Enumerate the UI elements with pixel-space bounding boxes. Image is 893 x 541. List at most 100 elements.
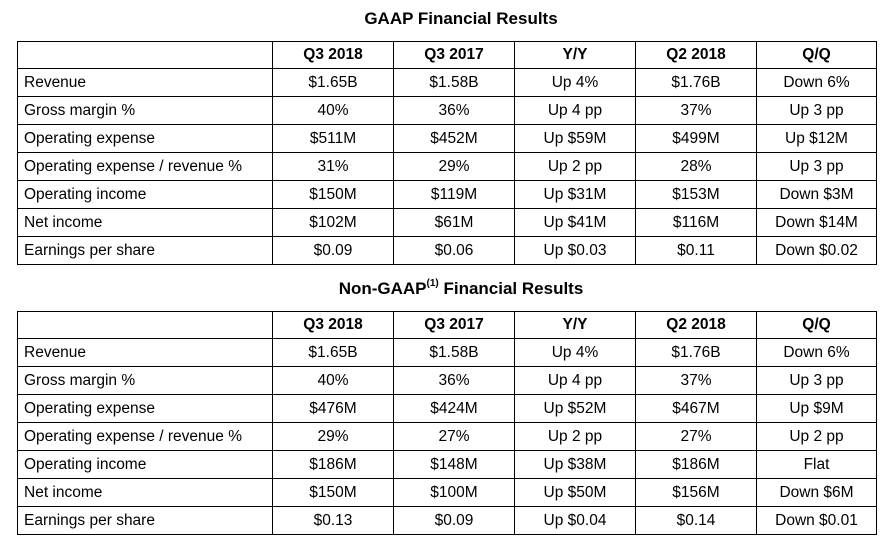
table-row: Operating expense $476M $424M Up $52M $467M U… (17, 394, 877, 423)
value-cell: $0.06 (393, 236, 515, 265)
value-cell: $0.14 (635, 506, 757, 535)
value-cell: Up 2 pp (514, 422, 636, 451)
table-row: Earnings per share $0.13 $0.09 Up $0.04 $0.1… (17, 506, 877, 535)
value-cell: $476M (272, 394, 394, 423)
value-cell: $61M (393, 208, 515, 237)
value-cell: $150M (272, 180, 394, 209)
metric-label: Operating expense (17, 124, 273, 153)
value-cell: Up 4 pp (514, 366, 636, 395)
value-cell: Up 3 pp (756, 366, 877, 395)
nongaap-table-title: Non-GAAP(1) Financial Results (0, 279, 893, 299)
value-cell: 36% (393, 366, 515, 395)
value-cell: $119M (393, 180, 515, 209)
table-row: Operating expense $511M $452M Up $59M $499M U… (17, 124, 877, 153)
value-cell: $100M (393, 478, 515, 507)
metric-label: Earnings per share (17, 506, 273, 535)
value-cell: Up $41M (514, 208, 636, 237)
header-cell: Q/Q (756, 41, 877, 69)
gaap-results-table: Q3 2018 Q3 2017 Y/Y Q2 2018 Q/Q Revenue $1.65… (17, 41, 877, 265)
header-cell-metric (17, 41, 273, 69)
table-row: Operating income $150M $119M Up $31M $153M Do… (17, 180, 877, 209)
table-row: Gross margin % 40% 36% Up 4 pp 37% Up 3 pp (17, 366, 877, 395)
metric-label: Revenue (17, 68, 273, 97)
value-cell: $1.76B (635, 68, 757, 97)
metric-label: Operating expense (17, 394, 273, 423)
table-row: Operating income $186M $148M Up $38M $186M Fl… (17, 450, 877, 479)
header-cell: Q3 2018 (272, 41, 394, 69)
header-cell: Y/Y (514, 41, 636, 69)
value-cell: Up 4% (514, 338, 636, 367)
value-cell: $1.65B (272, 338, 394, 367)
header-row: Q3 2018 Q3 2017 Y/Y Q2 2018 Q/Q (17, 311, 877, 339)
table-row: Revenue $1.65B $1.58B Up 4% $1.76B Down 6% (17, 68, 877, 97)
nongaap-results-table: Q3 2018 Q3 2017 Y/Y Q2 2018 Q/Q Revenue $1.65… (17, 311, 877, 535)
value-cell: Down 6% (756, 338, 877, 367)
metric-label: Operating income (17, 180, 273, 209)
header-row: Q3 2018 Q3 2017 Y/Y Q2 2018 Q/Q (17, 41, 877, 69)
value-cell: Down $3M (756, 180, 877, 209)
value-cell: $424M (393, 394, 515, 423)
value-cell: Flat (756, 450, 877, 479)
metric-label: Operating income (17, 450, 273, 479)
header-cell: Q2 2018 (635, 41, 757, 69)
value-cell: $186M (635, 450, 757, 479)
table-row: Operating expense / revenue % 31% 29% Up 2 … (17, 152, 877, 181)
value-cell: 29% (393, 152, 515, 181)
value-cell: 40% (272, 96, 394, 125)
value-cell: $153M (635, 180, 757, 209)
value-cell: 37% (635, 366, 757, 395)
header-cell: Y/Y (514, 311, 636, 339)
value-cell: Up $12M (756, 124, 877, 153)
value-cell: $499M (635, 124, 757, 153)
metric-label: Net income (17, 208, 273, 237)
table-row: Gross margin % 40% 36% Up 4 pp 37% Up 3 pp (17, 96, 877, 125)
value-cell: $148M (393, 450, 515, 479)
title-prefix: Non-GAAP (338, 279, 427, 298)
value-cell: $467M (635, 394, 757, 423)
value-cell: Up $9M (756, 394, 877, 423)
value-cell: $156M (635, 478, 757, 507)
value-cell: $186M (272, 450, 394, 479)
metric-label: Net income (17, 478, 273, 507)
value-cell: Up 3 pp (756, 152, 877, 181)
table-row: Net income $150M $100M Up $50M $156M Down $6M (17, 478, 877, 507)
value-cell: Up $50M (514, 478, 636, 507)
value-cell: $0.09 (272, 236, 394, 265)
value-cell: $1.65B (272, 68, 394, 97)
value-cell: $0.09 (393, 506, 515, 535)
value-cell: $1.58B (393, 338, 515, 367)
metric-label: Earnings per share (17, 236, 273, 265)
table-row: Net income $102M $61M Up $41M $116M Down $14M (17, 208, 877, 237)
value-cell: Up $0.03 (514, 236, 636, 265)
table-row: Earnings per share $0.09 $0.06 Up $0.03 $0.1… (17, 236, 877, 265)
footnote-marker: (1) (426, 278, 439, 290)
title-suffix: Financial Results (438, 279, 584, 298)
table-body: Revenue $1.65B $1.58B Up 4% $1.76B Down 6% Gro… (17, 68, 877, 265)
value-cell: Up 2 pp (756, 422, 877, 451)
value-cell: 27% (635, 422, 757, 451)
table-row: Operating expense / revenue % 29% 27% Up 2 … (17, 422, 877, 451)
table-body: Revenue $1.65B $1.58B Up 4% $1.76B Down 6% Gro… (17, 338, 877, 535)
table-row: Revenue $1.65B $1.58B Up 4% $1.76B Down 6% (17, 338, 877, 367)
value-cell: 28% (635, 152, 757, 181)
value-cell: Down 6% (756, 68, 877, 97)
value-cell: $1.58B (393, 68, 515, 97)
value-cell: $0.13 (272, 506, 394, 535)
metric-label: Gross margin % (17, 366, 273, 395)
value-cell: Up 2 pp (514, 152, 636, 181)
value-cell: 27% (393, 422, 515, 451)
value-cell: $511M (272, 124, 394, 153)
metric-label: Operating expense / revenue % (17, 422, 273, 451)
gaap-table-title: GAAP Financial Results (364, 9, 558, 28)
value-cell: Down $0.02 (756, 236, 877, 265)
value-cell: Up 4% (514, 68, 636, 97)
value-cell: $150M (272, 478, 394, 507)
metric-label: Revenue (17, 338, 273, 367)
value-cell: Down $0.01 (756, 506, 877, 535)
header-cell-metric (17, 311, 273, 339)
header-cell: Q3 2017 (393, 311, 515, 339)
table-header: Q3 2018 Q3 2017 Y/Y Q2 2018 Q/Q (17, 41, 877, 69)
header-cell: Q3 2017 (393, 41, 515, 69)
value-cell: Up $0.04 (514, 506, 636, 535)
value-cell: 36% (393, 96, 515, 125)
